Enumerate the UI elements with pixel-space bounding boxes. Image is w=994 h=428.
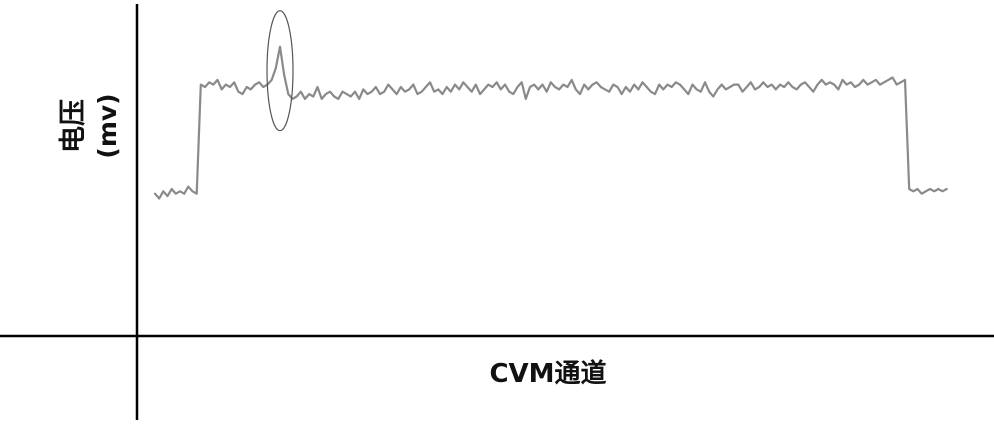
series-group [153, 45, 948, 200]
highlight-ellipse [266, 10, 294, 132]
y-axis-unit-label: (mv) [93, 93, 122, 158]
y-axis-label: 电压 [58, 99, 89, 153]
y-axis-label-group: 电压 (mv) [58, 93, 122, 158]
series-line-0 [153, 45, 948, 200]
x-axis-label: CVM通道 [489, 358, 606, 389]
